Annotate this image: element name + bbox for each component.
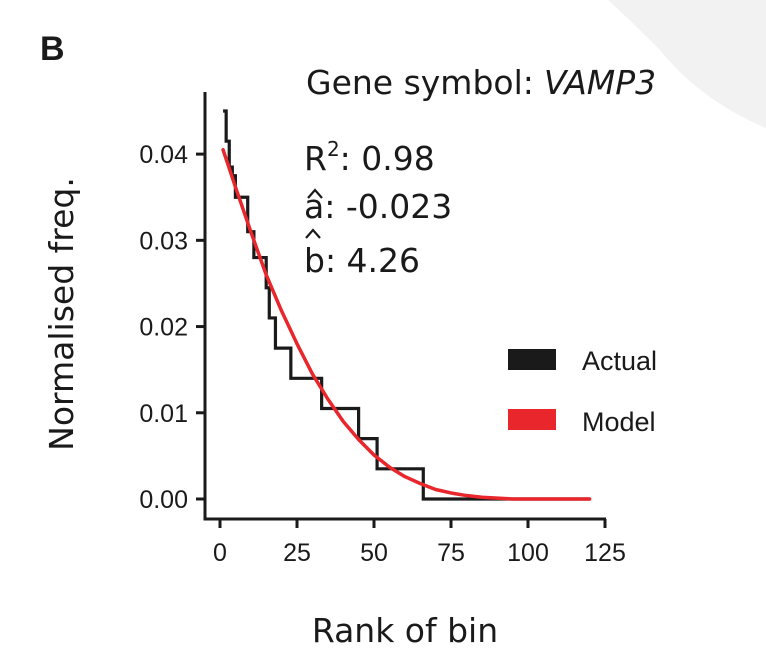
- b-hat-label: b: [304, 241, 325, 280]
- legend-label-actual: Actual: [582, 346, 657, 376]
- r2-stat: R2: 0.98: [304, 137, 435, 178]
- r2-value: : 0.98: [340, 139, 435, 178]
- b-hat-caret-icon: [305, 228, 321, 239]
- x-tick-label: 100: [507, 539, 549, 567]
- b-hat-stat: b: 4.26: [304, 241, 420, 280]
- y-tick-label: 0.01: [139, 400, 188, 428]
- y-tick-label: 0.03: [139, 227, 188, 255]
- x-ticks: 0 25 50 75 100 125: [213, 519, 626, 567]
- y-ticks: 0.00 0.01 0.02 0.03 0.04: [139, 141, 205, 514]
- x-tick-label: 75: [437, 539, 465, 567]
- a-hat-stat: a: -0.023: [304, 187, 452, 226]
- x-tick-label: 0: [213, 539, 227, 567]
- r2-superscript: 2: [327, 137, 340, 161]
- a-hat-caret-icon: [307, 188, 323, 199]
- y-tick-label: 0.04: [139, 141, 188, 169]
- y-tick-label: 0.00: [139, 486, 188, 514]
- r2-label: R: [304, 139, 327, 178]
- x-tick-label: 25: [283, 539, 311, 567]
- gene-annotation: Gene symbol: VAMP3: [306, 63, 656, 102]
- panel-label: B: [40, 30, 65, 68]
- legend: Actual Model: [508, 346, 657, 437]
- watermark-shape: [608, 0, 766, 128]
- x-tick-label: 125: [584, 539, 626, 567]
- legend-swatch-model: [508, 409, 556, 430]
- gene-symbol: VAMP3: [544, 63, 656, 102]
- y-tick-label: 0.02: [139, 314, 188, 342]
- a-hat-label: a: [304, 187, 324, 226]
- gene-label: Gene symbol:: [306, 63, 534, 102]
- b-hat-value: : 4.26: [325, 241, 420, 280]
- y-axis-label: Normalised freq.: [42, 177, 81, 451]
- x-tick-label: 50: [360, 539, 388, 567]
- a-hat-value: : -0.023: [324, 187, 452, 226]
- series-model-line: [221, 148, 592, 501]
- legend-swatch-actual: [508, 349, 556, 370]
- x-axis-label: Rank of bin: [312, 611, 498, 650]
- legend-label-model: Model: [582, 407, 656, 437]
